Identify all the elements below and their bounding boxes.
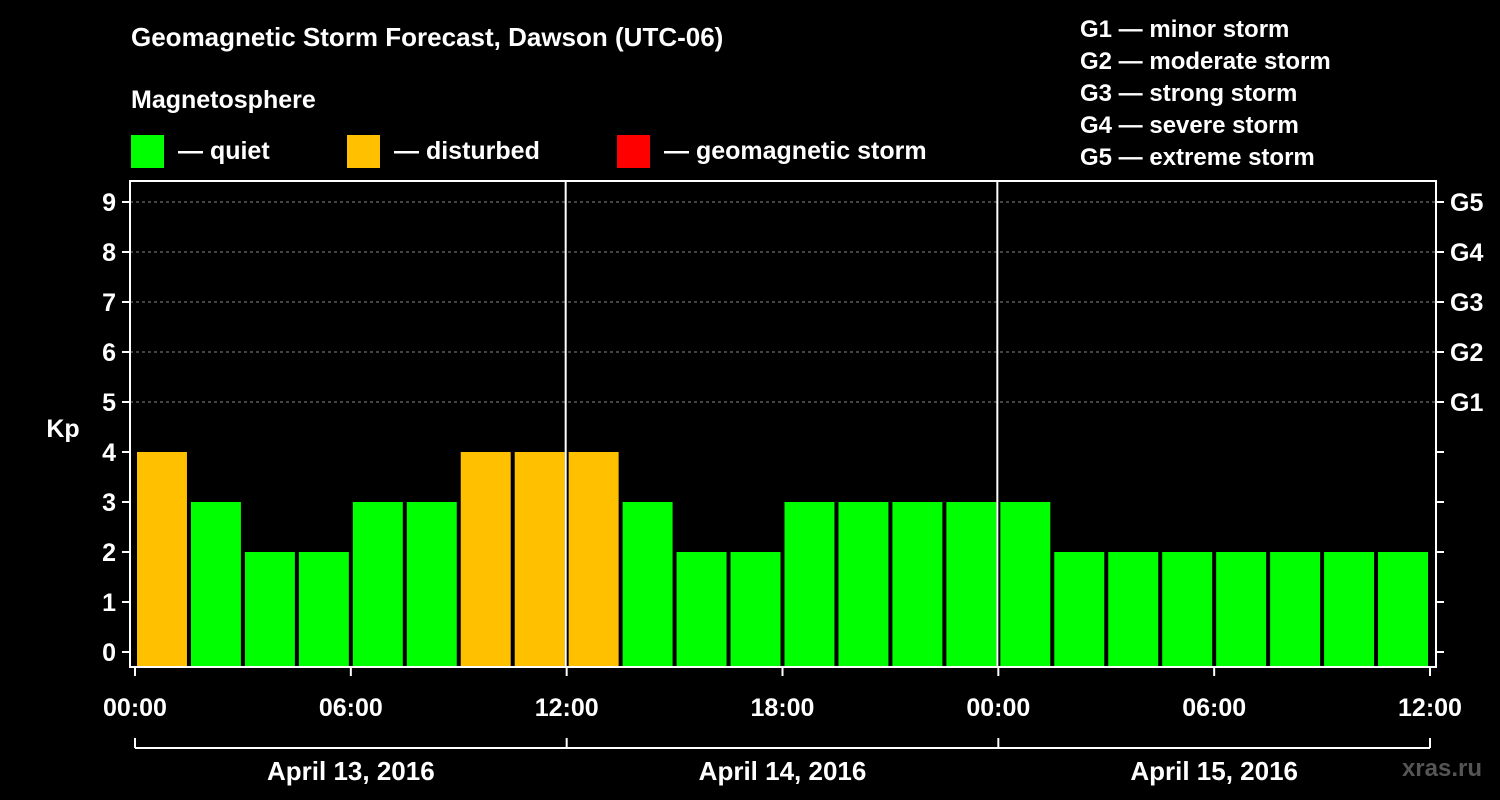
legend-label-quiet: — quiet bbox=[178, 136, 270, 165]
bar-18 bbox=[1108, 552, 1159, 667]
bar-5 bbox=[406, 502, 457, 667]
legend-swatch-disturbed bbox=[347, 134, 380, 168]
bar-15 bbox=[946, 502, 997, 667]
y-tick-label-9: 9 bbox=[102, 189, 116, 217]
chart-title: Geomagnetic Storm Forecast, Dawson (UTC-… bbox=[131, 22, 724, 52]
bar-10 bbox=[676, 552, 727, 667]
y-tick-label-6: 6 bbox=[102, 339, 116, 367]
legend-subtitle: Magnetosphere bbox=[131, 86, 316, 114]
legend-swatch-storm bbox=[617, 134, 650, 168]
watermark: xras.ru bbox=[1401, 755, 1482, 782]
storm-level-g4: G4 — severe storm bbox=[1080, 112, 1299, 139]
bar-1 bbox=[190, 502, 241, 667]
x-tick-label-2: 12:00 bbox=[535, 694, 599, 722]
bar-20 bbox=[1216, 552, 1267, 667]
y-tick-label-1: 1 bbox=[102, 589, 116, 617]
y-tick-label-3: 3 bbox=[102, 489, 116, 517]
bar-0 bbox=[137, 452, 187, 667]
legend-label-disturbed: — disturbed bbox=[394, 136, 540, 165]
bar-23 bbox=[1378, 552, 1428, 667]
bar-12 bbox=[784, 502, 835, 667]
date-label-1: April 14, 2016 bbox=[699, 756, 867, 786]
storm-level-label-g5: G5 bbox=[1450, 189, 1483, 217]
storm-level-label-g1: G1 bbox=[1450, 389, 1483, 417]
bar-11 bbox=[730, 552, 781, 667]
x-tick-label-3: 18:00 bbox=[751, 694, 815, 722]
storm-level-g3: G3 — strong storm bbox=[1080, 80, 1298, 107]
bar-8 bbox=[568, 452, 619, 667]
storm-level-g2: G2 — moderate storm bbox=[1080, 48, 1331, 75]
storm-level-legend: G1 — minor storm G2 — moderate storm G3 … bbox=[1080, 14, 1331, 174]
x-tick-label-0: 00:00 bbox=[103, 694, 167, 722]
storm-level-g5: G5 — extreme storm bbox=[1080, 144, 1315, 171]
x-tick-label-4: 00:00 bbox=[966, 694, 1030, 722]
bar-13 bbox=[838, 502, 889, 667]
storm-level-label-g3: G3 bbox=[1450, 289, 1483, 317]
bar-4 bbox=[352, 502, 403, 667]
bar-9 bbox=[622, 502, 673, 667]
legend-storm: — geomagnetic storm bbox=[617, 134, 927, 168]
storm-level-g1: G1 — minor storm bbox=[1080, 16, 1290, 43]
storm-level-label-g2: G2 bbox=[1450, 339, 1483, 367]
storm-level-label-g4: G4 bbox=[1450, 239, 1483, 267]
legend-label-storm: — geomagnetic storm bbox=[664, 136, 927, 165]
bar-2 bbox=[244, 552, 295, 667]
y-tick-label-7: 7 bbox=[102, 289, 116, 317]
legend-swatch-quiet bbox=[131, 134, 164, 168]
bar-7 bbox=[514, 452, 565, 667]
y-tick-label-5: 5 bbox=[102, 389, 116, 417]
legend-disturbed: — disturbed bbox=[347, 134, 540, 168]
x-tick-label-1: 06:00 bbox=[319, 694, 383, 722]
legend-quiet: — quiet bbox=[131, 134, 270, 168]
y-tick-label-0: 0 bbox=[102, 639, 116, 667]
date-label-2: April 15, 2016 bbox=[1130, 756, 1298, 786]
bar-3 bbox=[298, 552, 349, 667]
x-tick-label-6: 12:00 bbox=[1398, 694, 1462, 722]
bar-19 bbox=[1162, 552, 1213, 667]
bar-16 bbox=[1000, 502, 1051, 667]
bar-17 bbox=[1054, 552, 1105, 667]
bar-22 bbox=[1324, 552, 1375, 667]
x-tick-label-5: 06:00 bbox=[1182, 694, 1246, 722]
bar-21 bbox=[1270, 552, 1321, 667]
bar-14 bbox=[892, 502, 943, 667]
y-tick-label-4: 4 bbox=[102, 439, 116, 467]
date-label-0: April 13, 2016 bbox=[267, 756, 435, 786]
bar-6 bbox=[460, 452, 511, 667]
y-tick-label-2: 2 bbox=[102, 539, 116, 567]
y-tick-label-8: 8 bbox=[102, 239, 116, 267]
y-axis-label: Kp bbox=[46, 415, 79, 443]
